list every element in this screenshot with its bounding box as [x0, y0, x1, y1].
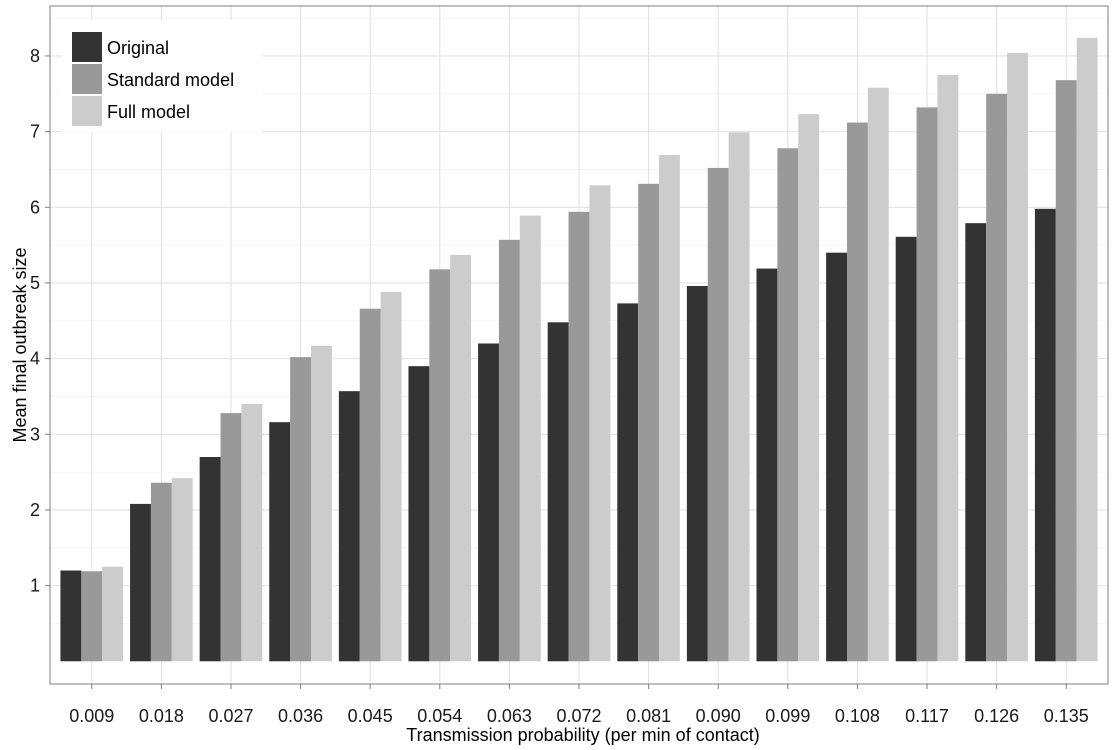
x-tick-label: 0.126 — [974, 706, 1019, 726]
bar — [547, 322, 569, 662]
y-tick-label: 2 — [30, 500, 40, 520]
bar — [867, 87, 889, 662]
bar — [1007, 52, 1028, 662]
bar — [311, 345, 332, 662]
bar — [659, 155, 680, 662]
bar — [728, 132, 750, 662]
x-tick-label: 0.081 — [626, 706, 671, 726]
bar — [519, 215, 541, 662]
x-tick-label: 0.027 — [208, 706, 253, 726]
x-tick-label: 0.063 — [487, 706, 532, 726]
bar — [408, 366, 430, 662]
bar — [937, 74, 959, 662]
y-axis: 1 2 3 4 5 6 7 8 — [30, 46, 50, 596]
bar — [895, 236, 917, 662]
bar — [756, 268, 778, 662]
bar — [380, 292, 402, 662]
bar — [429, 269, 451, 662]
x-tick-label: 0.045 — [348, 706, 393, 726]
bars — [60, 37, 1098, 662]
legend-key — [72, 32, 102, 62]
bar — [1055, 80, 1077, 662]
legend-label: Full model — [107, 102, 190, 122]
bar — [102, 566, 124, 662]
x-tick-label: 0.135 — [1044, 706, 1089, 726]
x-tick-label: 0.009 — [69, 706, 114, 726]
legend-key — [72, 96, 102, 126]
y-axis-title: Mean final outbreak size — [10, 247, 30, 442]
x-tick-label: 0.108 — [835, 706, 880, 726]
bar — [707, 167, 729, 662]
x-tick-label: 0.090 — [696, 706, 741, 726]
bar — [290, 357, 312, 662]
y-tick-label: 3 — [30, 424, 40, 444]
bar — [81, 571, 103, 662]
bar — [199, 456, 221, 662]
bar — [916, 107, 938, 662]
bar — [150, 482, 172, 662]
y-tick-label: 6 — [30, 197, 40, 217]
bar — [60, 570, 82, 662]
bar — [777, 148, 799, 662]
bar — [450, 254, 472, 662]
legend-label: Original — [107, 38, 169, 58]
bar — [589, 185, 611, 662]
bar — [826, 252, 847, 662]
legend: Original Standard model Full model — [62, 20, 262, 132]
bar — [568, 211, 590, 662]
bar — [220, 413, 242, 662]
y-tick-label: 7 — [30, 122, 40, 142]
bar — [338, 391, 360, 662]
legend-key — [72, 64, 102, 94]
bar — [798, 114, 820, 662]
bar — [269, 422, 291, 662]
x-axis: 0.009 0.018 0.027 0.036 0.045 0.054 0.063 0.072… — [69, 684, 1089, 726]
bar — [986, 93, 1008, 662]
bar — [359, 308, 381, 662]
y-tick-label: 1 — [30, 576, 40, 596]
bar — [241, 404, 263, 662]
y-tick-label: 8 — [30, 46, 40, 66]
bar — [1076, 37, 1098, 662]
x-axis-title: Transmission probability (per min of con… — [406, 725, 759, 745]
x-tick-label: 0.018 — [139, 706, 184, 726]
bar — [617, 303, 639, 662]
y-tick-label: 4 — [30, 349, 40, 369]
bar — [965, 223, 987, 662]
bar — [498, 239, 520, 662]
y-tick-label: 5 — [30, 273, 40, 293]
bar — [686, 285, 708, 662]
legend-label: Standard model — [107, 70, 234, 90]
x-tick-label: 0.099 — [765, 706, 810, 726]
x-tick-label: 0.072 — [556, 706, 601, 726]
bar — [638, 183, 660, 662]
bar — [478, 343, 499, 662]
x-tick-label: 0.054 — [417, 706, 462, 726]
bar — [846, 122, 868, 662]
x-tick-label: 0.036 — [278, 706, 323, 726]
bar — [1034, 208, 1056, 662]
bar — [130, 503, 151, 662]
bar — [171, 478, 193, 662]
x-tick-label: 0.117 — [905, 706, 949, 726]
